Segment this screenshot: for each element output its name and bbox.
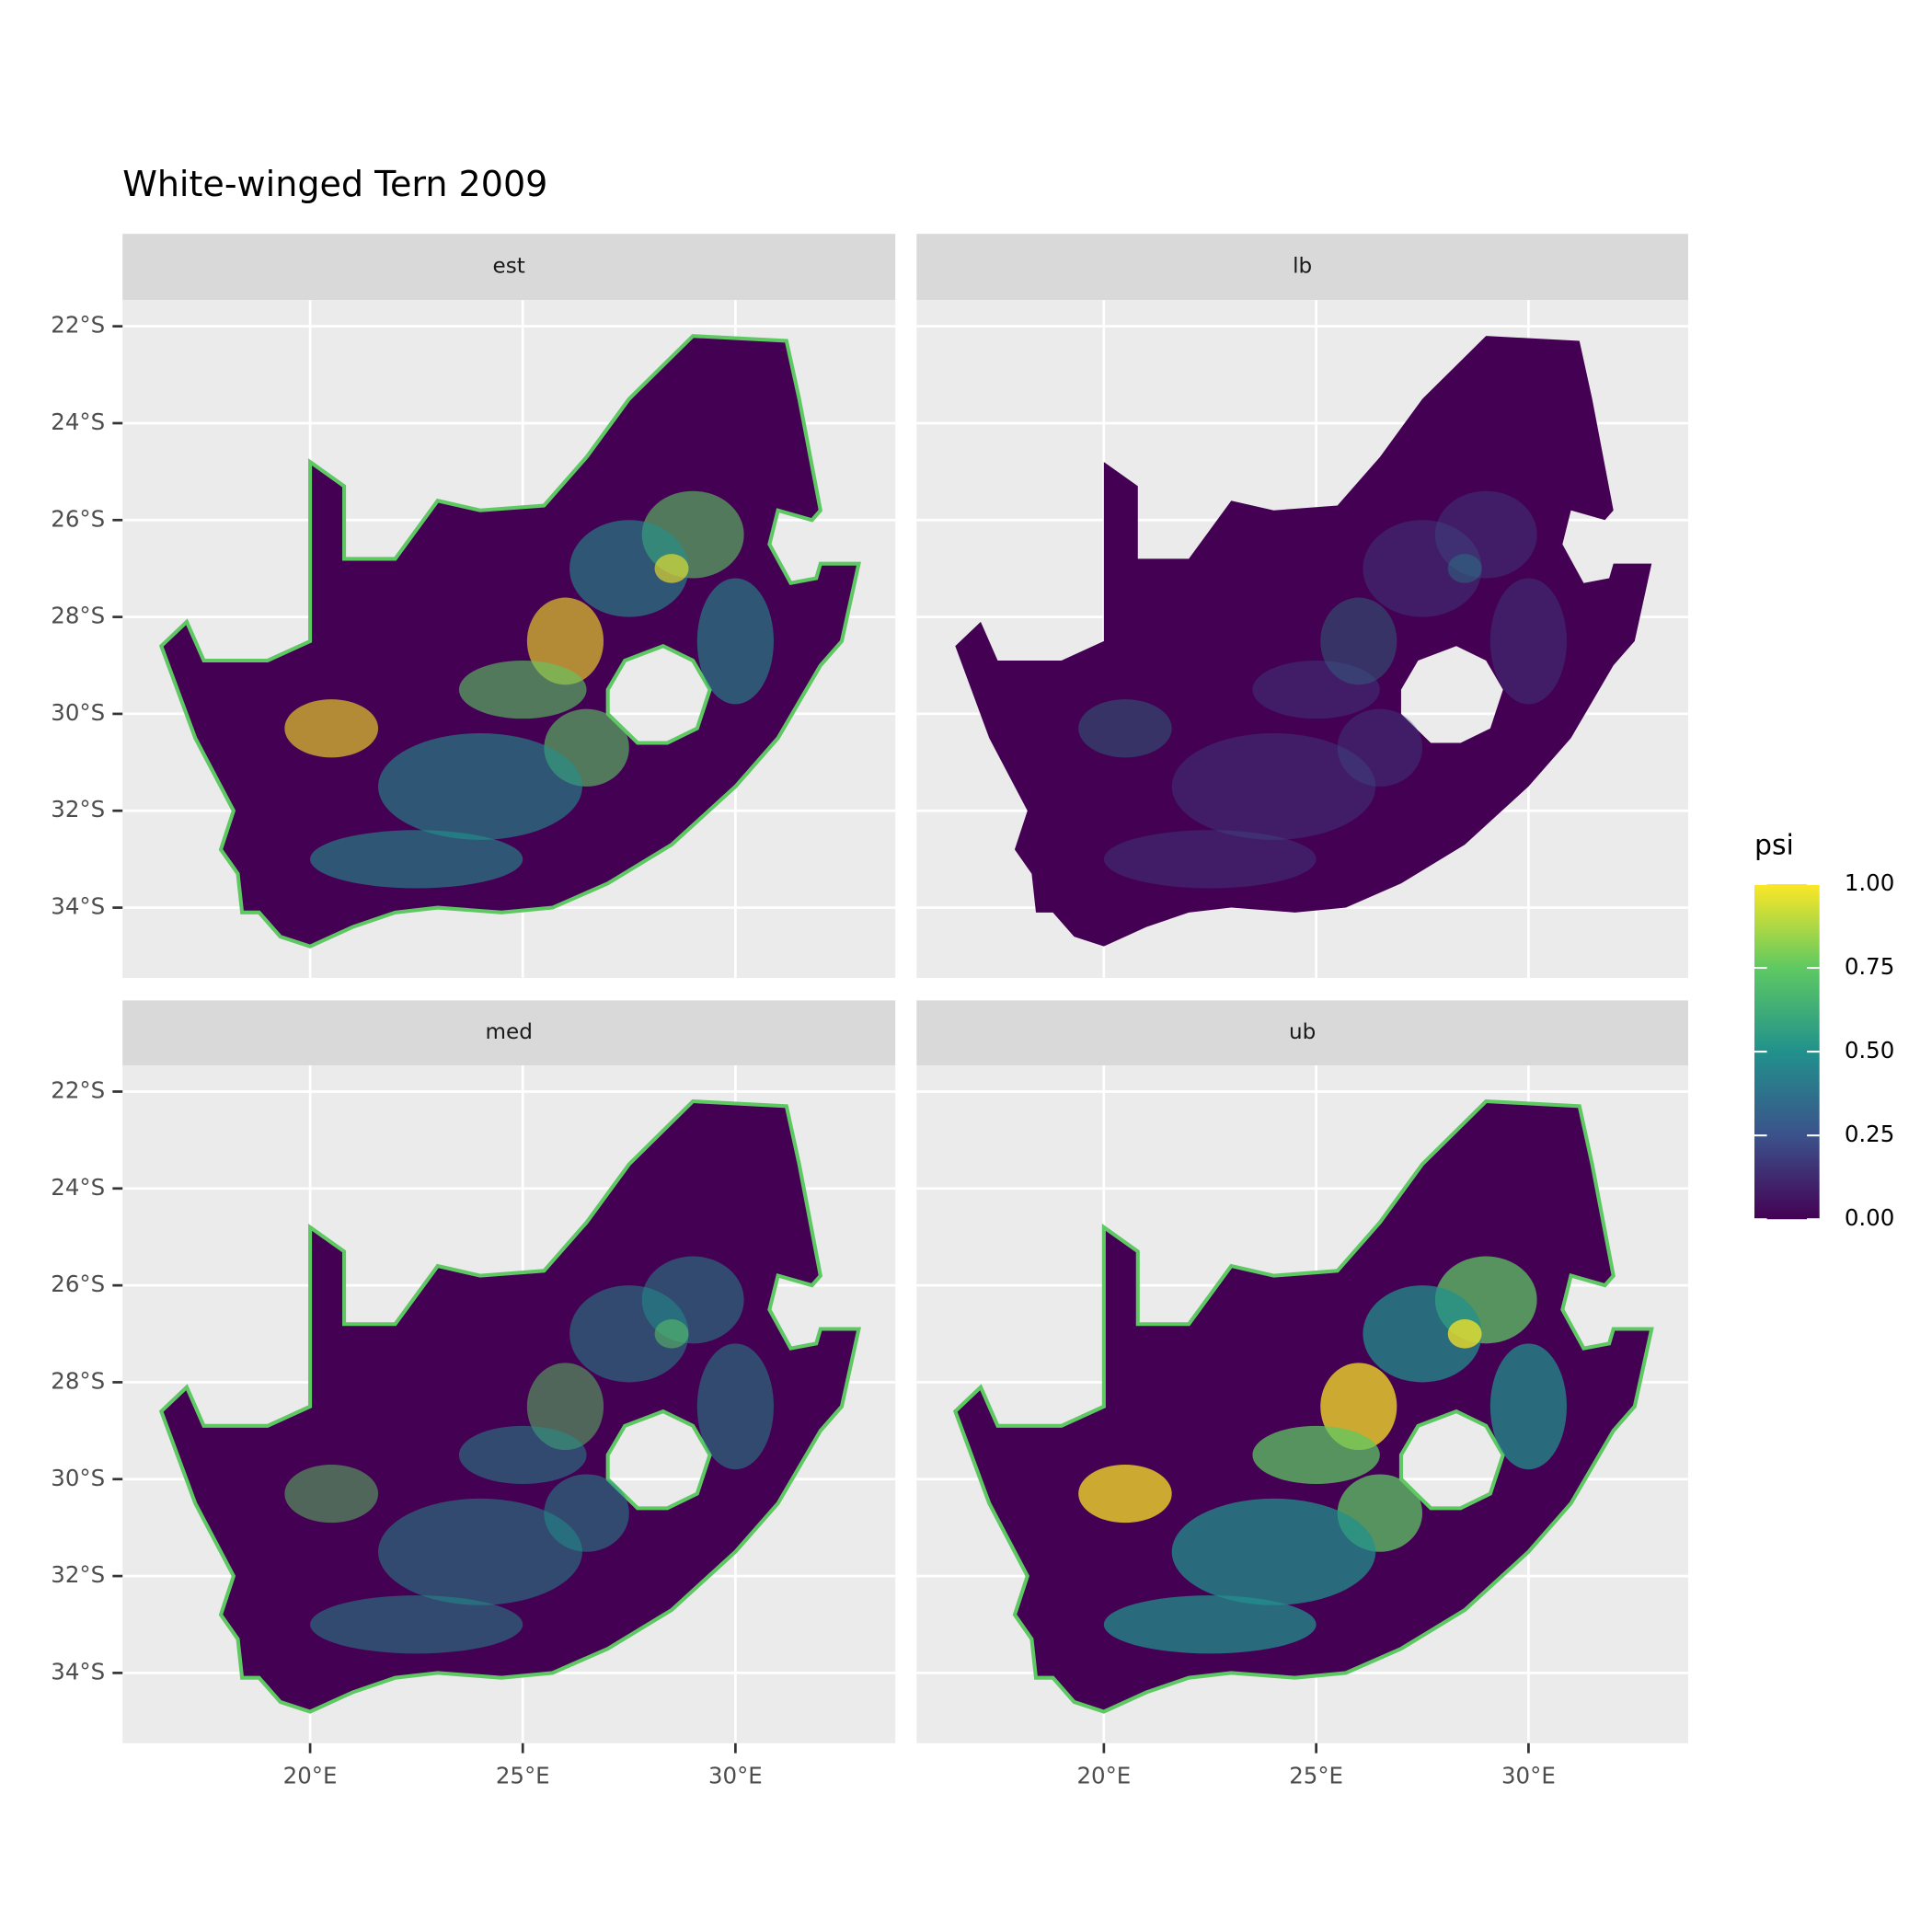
land: [158, 1098, 861, 1714]
y-tick-label: 28°S: [51, 603, 105, 629]
strip: [122, 234, 896, 301]
y-tick-label: 28°S: [51, 1367, 105, 1394]
occupancy-patch: [1252, 1425, 1380, 1485]
occupancy-patch: [378, 1498, 582, 1605]
occupancy-patch: [1363, 520, 1482, 617]
x-tick-label: 20°E: [283, 1762, 338, 1788]
y-tick-label: 34°S: [51, 893, 105, 920]
strip: [916, 1000, 1688, 1066]
occupancy-patch: [378, 732, 582, 840]
land: [955, 336, 1652, 947]
y-tick-label: 22°S: [51, 312, 105, 339]
legend-label: 1.00: [1845, 869, 1894, 896]
occupancy-patch: [654, 554, 689, 583]
occupancy-patch: [1103, 830, 1317, 889]
facet-label: ub: [1289, 1020, 1316, 1044]
occupancy-patch: [696, 578, 774, 705]
occupancy: [1078, 1256, 1567, 1654]
y-tick-label: 24°S: [51, 408, 105, 435]
occupancy-patch: [1447, 1318, 1482, 1349]
occupancy-patch: [569, 520, 689, 617]
y-tick-label: 32°S: [51, 1561, 105, 1588]
occupancy-patch: [284, 699, 379, 758]
occupancy-patch: [654, 1318, 689, 1349]
facet-label: med: [486, 1020, 533, 1044]
x-tick-label: 25°E: [1289, 1762, 1343, 1788]
legend-label: 0.00: [1845, 1204, 1894, 1231]
occupancy-patch: [310, 830, 523, 889]
strip: [122, 1000, 896, 1066]
y-tick-label: 34°S: [51, 1658, 105, 1685]
y-tick-label: 26°S: [51, 505, 105, 532]
occupancy-patch: [458, 1425, 587, 1485]
occupancy-patch: [1489, 578, 1567, 705]
facet-label: lb: [1293, 255, 1312, 279]
occupancy-patch: [1078, 1464, 1172, 1524]
occupancy-patch: [1171, 1498, 1376, 1605]
occupancy-patch: [696, 1343, 774, 1470]
occupancy-patch: [1252, 660, 1380, 719]
chart-title: White-winged Tern 2009: [122, 164, 547, 204]
occupancy: [284, 1256, 774, 1654]
x-tick-label: 25°E: [496, 1762, 550, 1788]
occupancy: [1078, 490, 1567, 889]
y-tick-label: 22°S: [51, 1076, 105, 1103]
facet-label: est: [493, 255, 525, 279]
y-tick-label: 30°S: [51, 699, 105, 726]
y-tick-label: 30°S: [51, 1465, 105, 1491]
x-tick-label: 30°E: [1501, 1762, 1556, 1788]
x-tick-label: 30°E: [708, 1762, 763, 1788]
strip: [916, 234, 1688, 301]
occupancy-patch: [1363, 1285, 1482, 1383]
occupancy-patch: [1320, 597, 1397, 685]
occupancy-patch: [1171, 732, 1376, 840]
occupancy-patch: [1337, 708, 1423, 787]
occupancy-patch: [1434, 490, 1537, 579]
y-tick-label: 24°S: [51, 1174, 105, 1201]
legend-title: psi: [1754, 830, 1794, 862]
occupancy-patch: [1489, 1343, 1567, 1470]
y-tick-label: 32°S: [51, 796, 105, 822]
legend-label: 0.50: [1845, 1037, 1894, 1064]
occupancy-patch: [1447, 554, 1482, 583]
occupancy-patch: [1103, 1595, 1317, 1654]
y-tick-label: 26°S: [51, 1271, 105, 1297]
occupancy: [284, 490, 774, 889]
legend-label: 0.25: [1845, 1121, 1894, 1147]
occupancy-patch: [284, 1464, 379, 1524]
occupancy-patch: [458, 660, 587, 719]
legend-label: 0.75: [1845, 953, 1894, 980]
occupancy-patch: [569, 1285, 689, 1383]
occupancy-patch: [1078, 699, 1172, 758]
occupancy-patch: [310, 1595, 523, 1654]
x-tick-label: 20°E: [1076, 1762, 1131, 1788]
